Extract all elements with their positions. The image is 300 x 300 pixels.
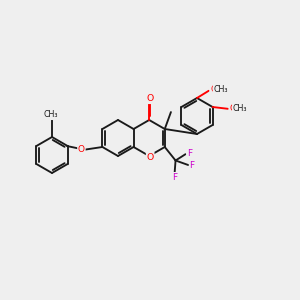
Text: CH₃: CH₃	[232, 104, 247, 113]
Text: O: O	[210, 85, 217, 94]
Text: F: F	[172, 173, 177, 182]
Text: O: O	[230, 104, 236, 113]
Text: F: F	[190, 160, 195, 169]
Text: F: F	[187, 149, 192, 158]
Text: CH₃: CH₃	[214, 85, 228, 94]
Text: O: O	[147, 94, 154, 103]
Text: O: O	[78, 145, 85, 154]
Text: CH₃: CH₃	[44, 110, 58, 119]
Text: O: O	[147, 152, 154, 161]
